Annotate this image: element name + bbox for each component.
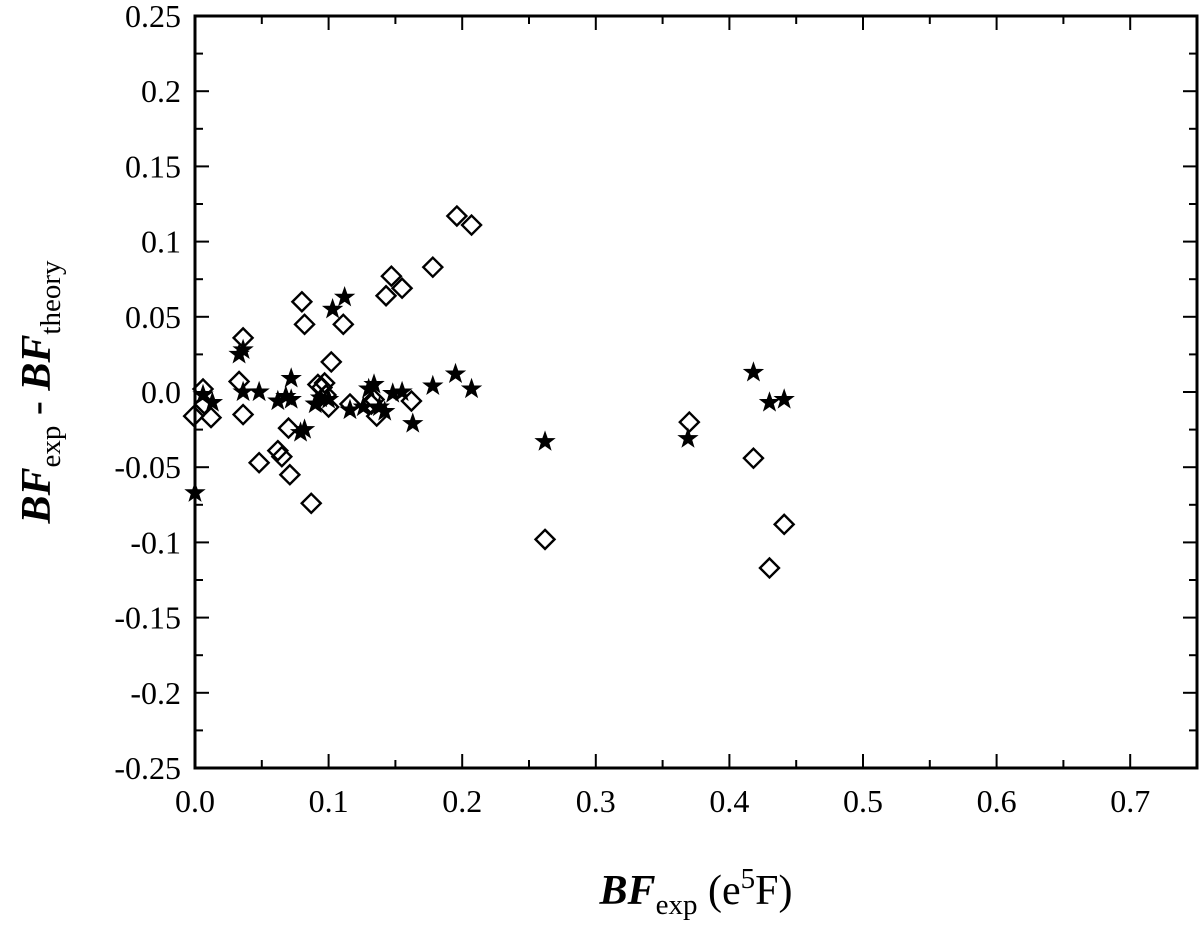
diamond-marker <box>380 264 403 288</box>
x-axis-title-unit-pre: (e <box>697 868 740 914</box>
diamond-marker <box>374 284 398 307</box>
x-tick-label: 0.0 <box>175 783 215 819</box>
diamond-marker <box>227 370 251 393</box>
diamond-marker <box>445 204 469 228</box>
diamond-marker <box>772 513 796 536</box>
star-marker <box>742 361 765 382</box>
diamond-marker <box>199 406 223 429</box>
star-marker <box>422 374 444 396</box>
star-marker <box>232 380 254 402</box>
y-axis-title-b-sub: theory <box>35 260 67 335</box>
x-axis-title-unit-post: F) <box>755 868 792 914</box>
x-tick-label: 0.5 <box>843 783 883 819</box>
axis-tick-labels: 0.0 0.1 0.2 0.3 0.4 0.5 0.6 0.7 0.25 0.2 0.15 0.1 0.… <box>114 0 1150 819</box>
star-marker <box>280 388 302 409</box>
star-marker <box>280 367 302 388</box>
plot-frame <box>193 14 1199 770</box>
y-tick-label: -0.25 <box>114 750 181 786</box>
x-axis-title: BFexp (e5F) <box>599 863 793 921</box>
y-tick-label: -0.15 <box>114 600 181 636</box>
diamond-marker <box>231 403 255 426</box>
x-axis-title-main: BF <box>599 868 656 914</box>
diamond-marker <box>290 290 314 313</box>
diamond-marker <box>742 446 765 470</box>
diamond-marker <box>270 445 294 468</box>
data-points <box>182 204 796 580</box>
diamond-marker <box>266 439 290 462</box>
y-tick-label: 0.05 <box>125 299 181 335</box>
x-tick-label: 0.2 <box>442 783 482 819</box>
y-tick-label: -0.05 <box>114 449 181 485</box>
x-axis-title-unit-sup: 5 <box>741 863 756 895</box>
x-tick-label: 0.3 <box>576 783 616 819</box>
diamond-marker <box>678 410 701 434</box>
star-marker <box>201 391 224 412</box>
y-tick-label: -0.1 <box>130 524 181 560</box>
diamond-marker <box>278 463 302 486</box>
y-tick-label: 0.0 <box>141 374 181 410</box>
star-marker <box>293 418 316 439</box>
star-marker <box>677 427 699 448</box>
diamond-marker <box>421 255 445 279</box>
star-marker <box>402 412 424 433</box>
star-marker <box>363 373 385 394</box>
diamond-marker <box>277 416 300 440</box>
y-tick-label: 0.2 <box>141 73 181 109</box>
diamond-marker <box>320 350 343 374</box>
diamond-marker <box>758 556 781 580</box>
star-marker <box>534 430 556 451</box>
star-marker <box>248 380 270 402</box>
star-marker <box>317 388 340 409</box>
diamond-marker <box>293 313 316 336</box>
star-marker <box>275 385 297 406</box>
star-marker <box>773 388 795 409</box>
diamond-marker <box>317 395 340 419</box>
y-tick-label: -0.2 <box>130 675 181 711</box>
star-marker <box>374 400 396 421</box>
x-tick-label: 0.1 <box>309 783 349 819</box>
y-tick-label: 0.15 <box>125 148 181 184</box>
star-marker <box>391 380 413 402</box>
y-axis-title-b: BF <box>14 335 60 392</box>
x-axis-title-sub: exp <box>656 889 698 921</box>
axis-ticks <box>194 15 1198 769</box>
y-axis-title-a-sub: exp <box>35 426 67 468</box>
star-marker <box>758 391 781 412</box>
star-marker <box>333 286 356 307</box>
diamond-marker <box>390 277 414 300</box>
star-marker <box>460 377 483 399</box>
star-marker <box>444 362 467 384</box>
y-tick-label: 0.25 <box>125 0 181 34</box>
diamond-marker <box>533 528 557 551</box>
x-tick-label: 0.6 <box>977 783 1017 819</box>
star-marker <box>321 298 344 319</box>
y-axis-title: BFexp - BFtheory <box>14 260 67 525</box>
star-marker <box>232 338 254 359</box>
diamond-marker <box>332 313 355 336</box>
diamond-marker <box>313 371 336 395</box>
diamond-marker <box>247 451 271 474</box>
y-axis-title-a: BF <box>14 467 60 524</box>
diamond-marker <box>460 213 483 237</box>
y-tick-label: 0.1 <box>141 224 181 260</box>
x-tick-label: 0.4 <box>709 783 749 819</box>
diamond-marker <box>300 492 323 515</box>
x-tick-label: 0.7 <box>1110 783 1150 819</box>
y-axis-title-sep: - <box>14 391 60 426</box>
